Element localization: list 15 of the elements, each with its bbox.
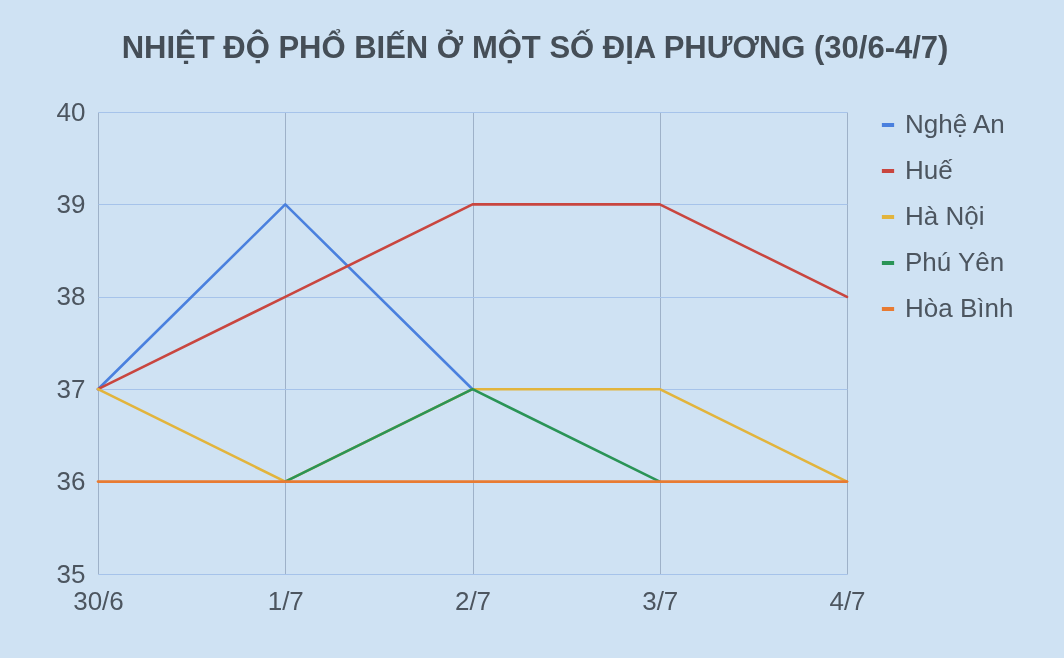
x-tick-label: 1/7 <box>267 585 304 616</box>
y-tick-label: 36 <box>56 466 86 497</box>
legend-label: Nghệ An <box>905 109 1005 139</box>
x-tick-label: 2/7 <box>454 585 492 616</box>
legend-label: Hà Nội <box>905 201 985 231</box>
x-tick-label: 3/7 <box>642 585 679 616</box>
y-tick-label: 40 <box>56 96 86 127</box>
y-tick-label: 38 <box>56 281 86 312</box>
legend-label: Huế <box>905 155 954 185</box>
legend-label: Phú Yên <box>905 247 1005 277</box>
x-tick-label: 4/7 <box>829 585 866 616</box>
y-tick-label: 37 <box>56 373 86 404</box>
y-tick-label: 39 <box>56 188 86 219</box>
legend-label: Hòa Bình <box>905 293 1014 323</box>
chart-title: NHIỆT ĐỘ PHỔ BIẾN Ở MỘT SỐ ĐỊA PHƯƠNG (30/6-4/7) <box>121 29 949 65</box>
